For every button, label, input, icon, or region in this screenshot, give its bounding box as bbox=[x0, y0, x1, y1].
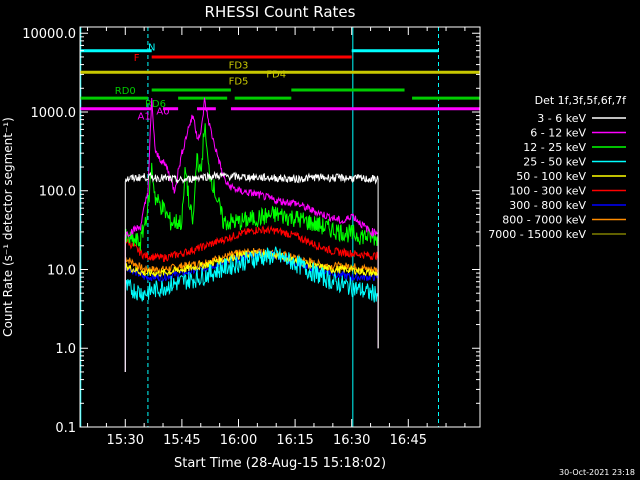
legend-entry-label: 7000 - 15000 keV bbox=[488, 228, 586, 241]
series-line-3-6-kev bbox=[124, 170, 379, 372]
flag-label-rd6: RD6 bbox=[145, 99, 166, 110]
legend-entry-label: 3 - 6 keV bbox=[537, 112, 586, 125]
y-tick-label: 1.0 bbox=[55, 342, 76, 357]
y-tick-label: 10.0 bbox=[47, 263, 76, 278]
plot-frame bbox=[79, 26, 481, 428]
y-axis-label: Count Rate (s⁻¹ detector segment⁻¹) bbox=[1, 117, 15, 337]
y-tick-label: 10000.0 bbox=[22, 27, 76, 42]
legend-title: Det 1f,3f,5f,6f,7f bbox=[535, 94, 628, 107]
flag-label-fd3: FD3 bbox=[229, 61, 249, 72]
timestamp: 30-Oct-2021 23:18 bbox=[559, 468, 635, 477]
y-tick-label: 100.0 bbox=[39, 185, 76, 200]
x-tick-label: 15:45 bbox=[163, 433, 200, 448]
series-line-6-12-kev bbox=[124, 97, 379, 372]
flag-label-a0: A0 bbox=[156, 106, 169, 117]
chart-title: RHESSI Count Rates bbox=[205, 3, 356, 21]
legend-entry-label: 100 - 300 keV bbox=[509, 185, 586, 198]
flag-label-a1: A1 bbox=[138, 112, 151, 123]
series-line-50-100-kev bbox=[124, 249, 379, 372]
x-tick-label: 15:30 bbox=[107, 433, 144, 448]
x-tick-label: 16:00 bbox=[220, 433, 257, 448]
flag-label-rd0: RD0 bbox=[115, 86, 136, 97]
legend-entry-label: 800 - 7000 keV bbox=[502, 214, 586, 227]
x-tick-label: 16:30 bbox=[333, 433, 370, 448]
legend-entry-label: 50 - 100 keV bbox=[516, 170, 586, 183]
x-tick-label: 16:15 bbox=[276, 433, 313, 448]
flag-label-fd4: FD4 bbox=[266, 69, 286, 80]
y-tick-label: 1000.0 bbox=[31, 106, 77, 121]
flag-label-fd5: FD5 bbox=[229, 77, 249, 88]
legend-entry-label: 6 - 12 keV bbox=[530, 127, 586, 140]
y-tick-label: 0.1 bbox=[55, 421, 76, 436]
x-axis-label: Start Time (28-Aug-15 15:18:02) bbox=[174, 456, 386, 471]
series-line-100-300-kev bbox=[124, 225, 379, 372]
legend-entry-label: 12 - 25 keV bbox=[523, 141, 586, 154]
series-line-12-25-kev bbox=[124, 123, 379, 372]
flag-label-f: F bbox=[134, 53, 140, 64]
legend-entry-label: 25 - 50 keV bbox=[523, 156, 586, 169]
x-tick-label: 16:45 bbox=[390, 433, 427, 448]
flag-label-n: N bbox=[148, 42, 155, 53]
legend-entry-label: 300 - 800 keV bbox=[509, 199, 586, 212]
series-line-25-50-kev bbox=[124, 246, 379, 372]
